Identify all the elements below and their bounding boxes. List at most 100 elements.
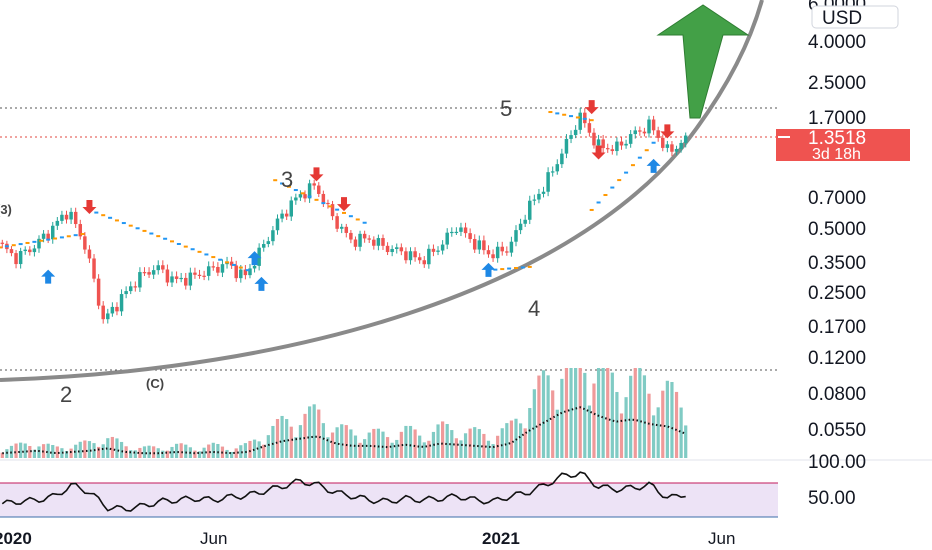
candle-body (656, 130, 660, 138)
volume-bar (74, 444, 78, 458)
volume-bar (184, 444, 188, 458)
stop-dot (589, 119, 594, 122)
candle-body (528, 200, 532, 220)
breakout-arrow-icon (656, 4, 750, 119)
volume-bar (262, 444, 266, 458)
stop-dot (142, 229, 147, 232)
stop-dot (520, 266, 525, 269)
volume-bar (684, 425, 688, 458)
volume-bar (633, 368, 637, 458)
candle-body (252, 265, 257, 269)
candle-body (271, 230, 275, 242)
volume-bar (376, 428, 381, 458)
candle-body (87, 249, 92, 259)
volume-bar (518, 423, 523, 458)
candle-body (482, 240, 486, 251)
candle-body (532, 199, 537, 201)
candle-body (243, 269, 248, 276)
candle-body (596, 139, 601, 146)
candle-body (60, 214, 64, 221)
candle-body (106, 313, 110, 320)
volume-bar (142, 446, 147, 458)
stop-dot (610, 186, 615, 189)
x-tick-label: Jun (708, 529, 735, 548)
stop-dot (280, 182, 285, 185)
candle-body (450, 231, 454, 234)
stop-dot (32, 240, 37, 243)
candle-body (115, 306, 119, 312)
volume-bar (587, 405, 591, 458)
volume-bar (340, 424, 344, 458)
candle-body (202, 275, 206, 277)
volume-bar (353, 435, 358, 458)
stop-dot (582, 117, 587, 120)
candle-body (142, 272, 147, 274)
candle-body (514, 230, 518, 242)
candle-body (55, 220, 60, 226)
candle-body (138, 272, 142, 288)
candle-body (37, 238, 41, 249)
candle-body (32, 248, 37, 253)
sell-arrow-icon (591, 145, 606, 160)
candle-body (28, 249, 32, 253)
candle-body (670, 144, 674, 152)
volume-bar (23, 443, 27, 458)
stop-dot (362, 221, 367, 224)
candle-body (326, 202, 330, 205)
volume-bar (537, 375, 541, 458)
volume-bar (473, 427, 477, 458)
stop-dot (218, 258, 223, 261)
candle-body (422, 260, 427, 265)
volume-bar (500, 428, 504, 458)
candle-body (69, 211, 73, 220)
candle-body (23, 249, 27, 252)
stop-dot (555, 112, 560, 115)
candle-body (239, 269, 243, 279)
volume-bar (468, 428, 472, 458)
volume-bar (560, 378, 564, 458)
candle-body (537, 193, 541, 200)
candle-body (638, 130, 642, 132)
stop-dot (575, 116, 580, 119)
volume-bar (642, 375, 647, 458)
candle-body (633, 130, 637, 135)
candle-body (408, 251, 413, 261)
volume-bar (596, 368, 601, 458)
stop-dot (300, 192, 305, 195)
candle-body (624, 143, 628, 146)
candle-body (303, 194, 307, 199)
x-tick-label: 2021 (482, 529, 520, 548)
volume-bar (619, 413, 624, 458)
candle-body (133, 286, 138, 288)
candle-body (101, 305, 105, 320)
stop-dot (163, 237, 168, 240)
volume-bar (119, 441, 124, 458)
stop-dot (80, 233, 85, 236)
buy-arrow-icon (247, 251, 262, 266)
candle-body (284, 213, 289, 217)
volume-bar (51, 445, 55, 458)
stop-dot (176, 242, 181, 245)
candle-body (124, 291, 128, 295)
candle-body (495, 246, 500, 259)
volume-bar (606, 368, 610, 458)
x-tick-label: Jun (200, 529, 227, 548)
volume-bar (477, 429, 481, 458)
sell-arrow-icon (660, 124, 675, 139)
volume-bar (179, 443, 183, 458)
candle-body (546, 172, 550, 192)
candle-body (234, 265, 238, 279)
candle-body (51, 225, 55, 240)
stop-dot (314, 198, 319, 201)
candle-body (417, 257, 422, 261)
volume-bar (450, 430, 454, 458)
buy-arrow-icon (646, 158, 661, 173)
volume-bar (326, 437, 330, 458)
volume-bar (225, 449, 229, 458)
volume-bar (404, 425, 408, 458)
stop-dot (114, 219, 119, 222)
currency-badge[interactable] (811, 5, 899, 29)
stop-dot (500, 268, 505, 271)
candle-body (578, 112, 582, 130)
